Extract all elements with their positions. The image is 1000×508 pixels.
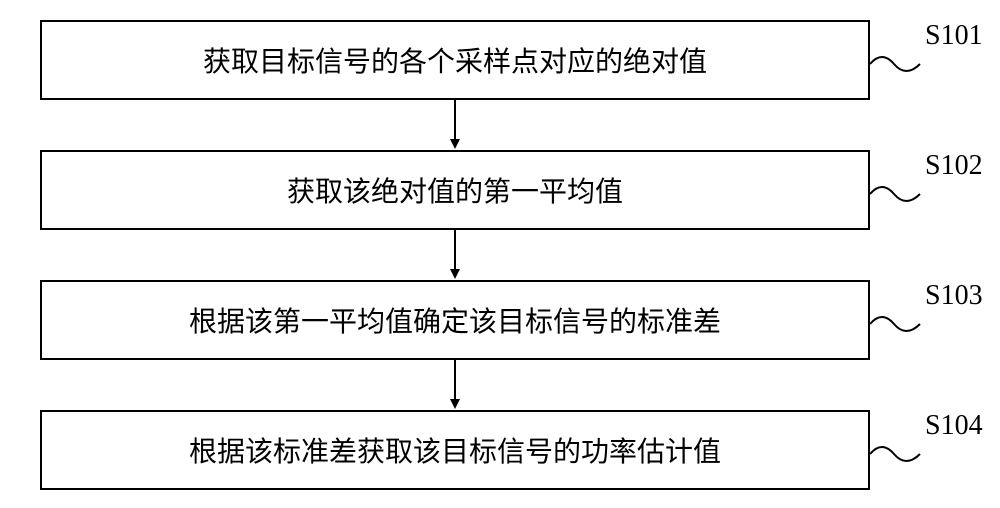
- flow-node-text: 获取目标信号的各个采样点对应的绝对值: [203, 40, 707, 80]
- flow-node-text: 获取该绝对值的第一平均值: [287, 170, 623, 210]
- squiggle-s104: [870, 447, 920, 461]
- flowchart-stage: 获取目标信号的各个采样点对应的绝对值 S101 获取该绝对值的第一平均值 S10…: [0, 0, 1000, 508]
- flow-node-text: 根据该标准差获取该目标信号的功率估计值: [189, 430, 721, 470]
- step-label-s101: S101: [925, 20, 983, 52]
- flow-node-s102: 获取该绝对值的第一平均值: [40, 150, 870, 230]
- squiggle-s103: [870, 317, 920, 331]
- flow-node-text: 根据该第一平均值确定该目标信号的标准差: [189, 300, 721, 340]
- flow-node-s103: 根据该第一平均值确定该目标信号的标准差: [40, 280, 870, 360]
- step-label-s104: S104: [925, 410, 983, 442]
- step-label-s103: S103: [925, 280, 983, 312]
- squiggle-s101: [870, 57, 920, 71]
- flow-node-s101: 获取目标信号的各个采样点对应的绝对值: [40, 20, 870, 100]
- squiggle-s102: [870, 187, 920, 201]
- step-label-s102: S102: [925, 150, 983, 182]
- flow-node-s104: 根据该标准差获取该目标信号的功率估计值: [40, 410, 870, 490]
